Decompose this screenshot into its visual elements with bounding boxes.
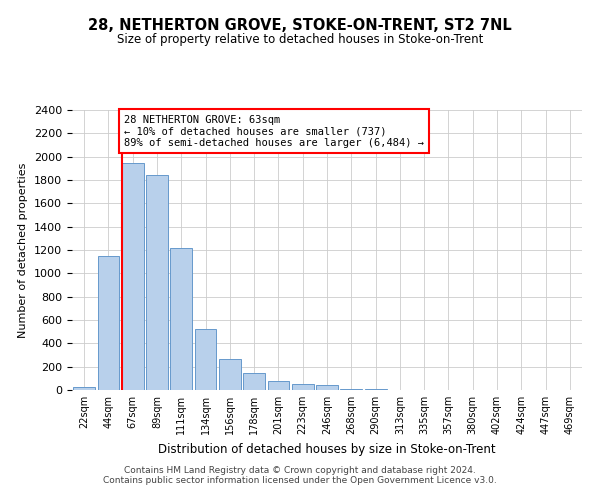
Bar: [316, 386, 338, 390]
Bar: [73, 387, 95, 390]
Text: 28 NETHERTON GROVE: 63sqm
← 10% of detached houses are smaller (737)
89% of semi: 28 NETHERTON GROVE: 63sqm ← 10% of detac…: [124, 114, 424, 148]
Bar: [292, 384, 314, 390]
Text: Size of property relative to detached houses in Stoke-on-Trent: Size of property relative to detached ho…: [117, 32, 483, 46]
Bar: [146, 176, 168, 390]
Bar: [170, 248, 192, 390]
Text: Contains HM Land Registry data © Crown copyright and database right 2024.
Contai: Contains HM Land Registry data © Crown c…: [103, 466, 497, 485]
Bar: [122, 162, 143, 390]
Bar: [268, 380, 289, 390]
Bar: [97, 256, 119, 390]
Text: 28, NETHERTON GROVE, STOKE-ON-TRENT, ST2 7NL: 28, NETHERTON GROVE, STOKE-ON-TRENT, ST2…: [88, 18, 512, 32]
Bar: [365, 389, 386, 390]
Bar: [243, 372, 265, 390]
Bar: [194, 330, 217, 390]
Y-axis label: Number of detached properties: Number of detached properties: [19, 162, 28, 338]
X-axis label: Distribution of detached houses by size in Stoke-on-Trent: Distribution of detached houses by size …: [158, 442, 496, 456]
Bar: [340, 389, 362, 390]
Bar: [219, 359, 241, 390]
